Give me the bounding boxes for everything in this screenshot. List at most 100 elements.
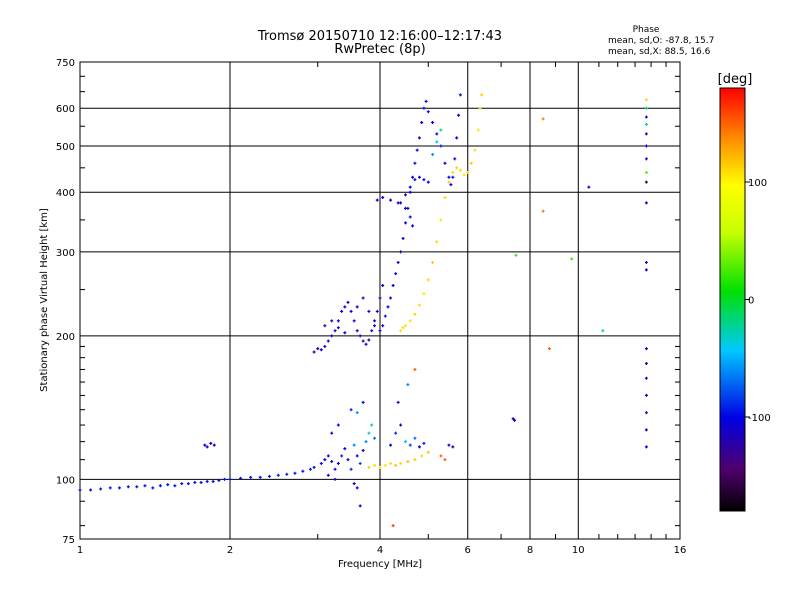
data-point [99,487,103,491]
data-point [143,484,147,488]
data-point [375,309,379,313]
data-point [211,479,215,483]
x-tick-labels: 1 2 4 6 8 10 16 [77,545,687,556]
data-point [587,185,591,189]
x-tick-label: 4 [377,545,383,556]
data-point [469,161,473,165]
data-point [514,253,518,257]
data-point [319,348,323,352]
data-point [346,458,350,462]
data-point [205,445,209,449]
data-point [186,482,190,486]
data-point [239,476,243,480]
data-point [209,441,213,445]
data-point [361,400,365,404]
data-point [401,326,405,330]
data-point [396,260,400,264]
data-point [541,117,545,121]
data-point [413,178,417,182]
data-point [406,383,410,387]
data-point [349,309,353,313]
data-point [406,460,410,464]
data-point [403,193,407,197]
data-point [449,183,453,187]
y-axis-label: Stationary phase Virtual Height [km] [39,208,50,392]
data-point [417,303,421,307]
chart-title: Tromsø 20150710 12:16:00–12:17:43 [257,29,502,44]
data-point [439,144,443,148]
data-point [336,461,340,465]
data-point [443,458,447,462]
data-point [570,257,574,261]
data-point [78,488,82,492]
data-point [413,312,417,316]
data-point [135,485,139,489]
data-point [383,463,387,467]
data-point [383,314,387,318]
data-point [439,454,443,458]
x-tick-label: 2 [227,545,233,556]
data-point [330,431,334,435]
data-point [644,361,648,365]
data-point [443,195,447,199]
data-point [644,170,648,174]
data-point [352,443,356,447]
data-point [644,157,648,161]
data-point [336,326,340,330]
data-point [217,478,221,482]
data-point [426,180,430,184]
data-point [644,393,648,397]
data-point [443,161,447,165]
data-point [644,428,648,432]
colorbar [719,87,746,512]
data-point [373,319,377,323]
data-point [644,445,648,449]
data-point [644,180,648,184]
data-point [413,458,417,462]
data-point [422,178,426,182]
data-point [346,300,350,304]
data-point [373,463,377,467]
data-point [370,329,374,333]
data-point [355,411,359,415]
data-point [151,486,155,490]
data-point [458,93,462,97]
data-point [352,482,356,486]
data-point [480,93,484,97]
y-tick-label: 200 [56,332,75,343]
data-point [367,465,371,469]
data-point [408,319,412,323]
data-point [381,283,385,287]
data-point [403,221,407,225]
data-point [364,342,368,346]
data-point [285,472,289,476]
data-point [333,329,337,333]
data-point [367,309,371,313]
data-point [399,461,403,465]
data-point [276,473,280,477]
colorbar-tick-label: 100 [748,178,767,189]
data-point [422,292,426,296]
data-point [399,423,403,427]
y-tick-label: 75 [62,535,75,546]
data-point [473,148,477,152]
data-point [323,458,327,462]
data-point [403,440,407,444]
data-point [415,148,419,152]
data-point [349,408,353,412]
data-point [326,454,330,458]
data-point [644,132,648,136]
data-point [370,423,374,427]
data-point [126,485,130,489]
data-point [644,201,648,205]
data-point [258,475,262,479]
data-point [378,296,382,300]
data-point [333,477,337,481]
data-point [158,484,162,488]
data-point [373,436,377,440]
data-point [199,481,203,485]
data-point [426,450,430,454]
data-point [426,278,430,282]
data-point [308,467,312,471]
data-point [644,144,648,148]
